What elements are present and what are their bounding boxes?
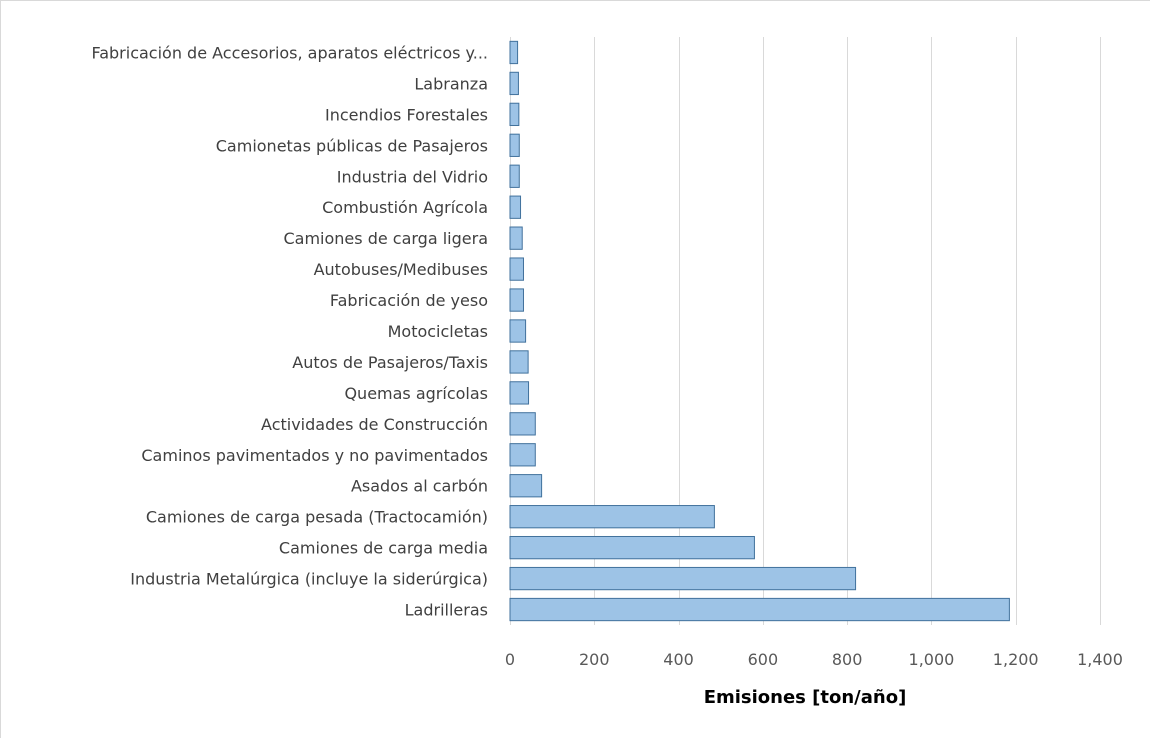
category-label: Motocicletas xyxy=(388,322,488,341)
bar xyxy=(509,102,520,127)
category-label: Autos de Pasajeros/Taxis xyxy=(292,353,488,372)
x-tick-label: 800 xyxy=(832,650,863,669)
bar xyxy=(509,381,530,405)
category-label: Incendios Forestales xyxy=(325,105,488,124)
category-label: Camiones de carga pesada (Tractocamión) xyxy=(146,508,488,527)
category-label: Combustión Agrícola xyxy=(322,198,488,217)
bar xyxy=(509,133,520,157)
bar xyxy=(509,474,543,498)
category-label: Autobuses/Medibuses xyxy=(314,260,488,279)
category-label: Camiones de carga media xyxy=(279,539,488,558)
bars xyxy=(509,40,1010,622)
x-tick-labels: 0 200 400 600 800 1,000 1,200 1,400 xyxy=(505,650,1123,669)
x-tick-label: 1,000 xyxy=(909,650,955,669)
bar xyxy=(509,195,522,219)
bar xyxy=(509,597,1010,622)
bar xyxy=(509,71,519,96)
category-label: Camionetas públicas de Pasajeros xyxy=(216,136,488,155)
x-tick-label: 400 xyxy=(663,650,694,669)
x-tick-label: 200 xyxy=(579,650,610,669)
category-label: Asados al carbón xyxy=(351,477,488,496)
category-label: Industria Metalúrgica (incluye la siderú… xyxy=(130,570,488,589)
x-axis-title: Emisiones [ton/año] xyxy=(704,687,907,708)
category-label: Industria del Vidrio xyxy=(337,167,488,186)
bar xyxy=(509,40,519,65)
category-label: Fabricación de Accesorios, aparatos eléc… xyxy=(91,43,488,62)
category-label: Fabricación de yeso xyxy=(330,291,488,310)
bar xyxy=(509,443,536,467)
category-label: Quemas agrícolas xyxy=(344,384,488,403)
category-label: Caminos pavimentados y no pavimentados xyxy=(141,446,488,465)
category-label: Ladrilleras xyxy=(405,601,488,620)
category-label: Camiones de carga ligera xyxy=(283,229,488,248)
bar xyxy=(509,566,857,591)
category-label: Labranza xyxy=(414,74,488,93)
bar xyxy=(509,164,520,188)
bar xyxy=(509,350,529,374)
x-tick-label: 0 xyxy=(505,650,515,669)
x-tick-label: 1,400 xyxy=(1077,650,1123,669)
x-tick-label: 1,200 xyxy=(993,650,1039,669)
bar xyxy=(509,505,715,529)
bar xyxy=(509,319,527,343)
bar xyxy=(509,412,536,436)
bar xyxy=(509,535,755,560)
bar xyxy=(509,226,523,250)
bar xyxy=(509,257,524,281)
x-tick-label: 600 xyxy=(748,650,779,669)
bar xyxy=(509,288,524,312)
category-label: Actividades de Construcción xyxy=(261,415,488,434)
category-labels: Fabricación de Accesorios, aparatos eléc… xyxy=(91,43,488,619)
